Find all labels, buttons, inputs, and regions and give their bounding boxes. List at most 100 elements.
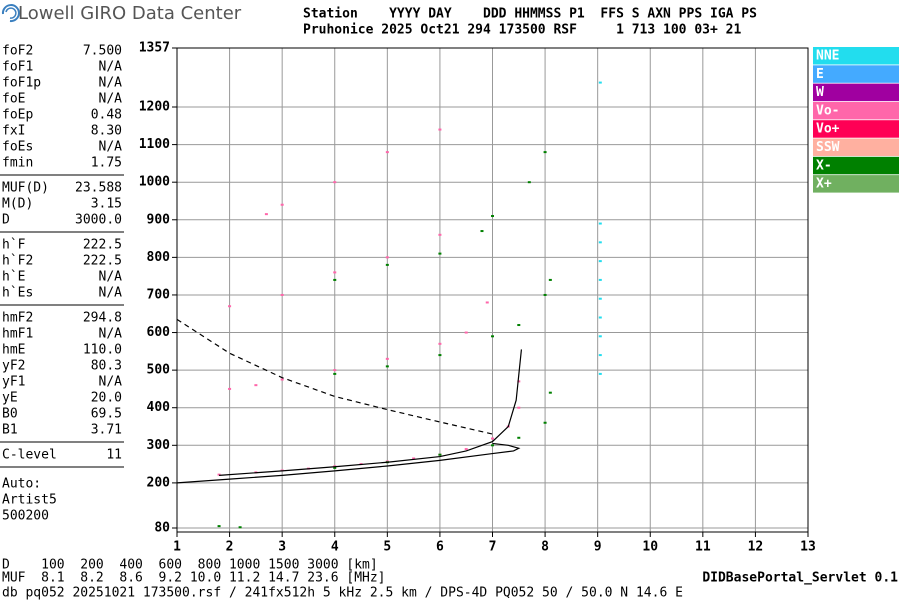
echo-point [543, 421, 547, 424]
param-value: N/A [99, 60, 123, 75]
brand: Lowell GIRO Data Center [18, 3, 242, 24]
echo-point [333, 369, 337, 372]
echo-point [333, 271, 337, 274]
model-curve [219, 349, 523, 476]
header-line: Pruhonice 2025 Oct21 294 173500 RSF 1 71… [303, 23, 741, 38]
param-label: foEs [2, 140, 33, 155]
echo-point [333, 372, 337, 375]
echo-point [517, 406, 521, 409]
echo-point [480, 230, 484, 233]
echo-point [217, 473, 221, 476]
echo-point [280, 378, 284, 381]
echo-point [485, 301, 489, 304]
echo-point [543, 293, 547, 296]
auto-line: 500200 [2, 509, 49, 524]
legend-swatch [813, 156, 899, 175]
param-value: 69.5 [91, 407, 122, 422]
echo-point [491, 437, 494, 440]
x-tick-label: 12 [748, 540, 764, 555]
param-value: 294.8 [83, 311, 122, 326]
echo-point [438, 342, 442, 345]
param-value: N/A [99, 286, 123, 301]
echo-point [598, 335, 602, 338]
echo-point [333, 278, 337, 281]
y-tick-label: 900 [147, 212, 171, 227]
legend-label: X+ [816, 177, 832, 192]
echo-point [491, 444, 494, 447]
y-tick-label: 300 [147, 438, 171, 453]
echo-point [264, 213, 268, 216]
echo-point [517, 324, 521, 327]
auto-line: Artist5 [2, 493, 57, 508]
legend-swatch [813, 138, 899, 156]
echo-point [385, 357, 389, 360]
servlet: DIDBasePortal_Servlet 0.1 [702, 571, 898, 586]
y-tick-label: 400 [147, 400, 171, 415]
echo-point [548, 391, 552, 394]
param-label: h`Es [2, 286, 33, 301]
param-label: D [2, 213, 10, 228]
echo-point [438, 128, 442, 131]
echo-point [238, 526, 242, 529]
y-tick-label: 1100 [139, 137, 170, 152]
x-tick-label: 5 [383, 540, 391, 555]
param-label: hmF1 [2, 327, 33, 342]
x-tick-label: 13 [800, 540, 816, 555]
x-tick-label: 2 [226, 540, 234, 555]
param-value: 3.15 [91, 197, 122, 212]
echo-point [333, 466, 337, 469]
y-tick-label: 800 [147, 250, 171, 265]
param-label: MUF(D) [2, 181, 49, 196]
footer-line: D 100 200 400 600 800 1000 1500 3000 [km… [2, 558, 378, 573]
param-label: yF1 [2, 375, 25, 390]
echo-point [598, 372, 602, 375]
echo-point [491, 215, 494, 218]
param-value: 3.71 [91, 423, 122, 438]
param-label: yE [2, 391, 18, 406]
echo-point [598, 297, 602, 300]
param-value: 0.48 [91, 108, 122, 123]
param-value: N/A [99, 92, 123, 107]
param-label: h`F2 [2, 254, 33, 269]
footer-line: MUF 8.1 8.2 8.6 9.2 10.0 11.2 14.7 23.6 … [2, 571, 386, 586]
param-value: 222.5 [83, 238, 122, 253]
param-label: fxI [2, 124, 25, 139]
x-tick-label: 3 [278, 540, 286, 555]
y-tick-label: 1200 [139, 100, 170, 115]
param-value: 8.30 [91, 124, 122, 139]
param-label: hmE [2, 343, 25, 358]
x-tick-label: 11 [695, 540, 711, 555]
param-value: N/A [99, 140, 123, 155]
echo-point [385, 365, 389, 368]
echo-point [228, 305, 232, 308]
param-value: N/A [99, 375, 123, 390]
echo-point [598, 316, 602, 319]
echo-point [598, 241, 602, 244]
legend-swatch [813, 83, 899, 102]
legend-swatch [813, 101, 899, 120]
echo-point [598, 278, 602, 281]
logo [1, 4, 20, 23]
y-tick-label: 500 [147, 363, 171, 378]
legend-label: E [816, 67, 824, 82]
echo-point [598, 81, 602, 84]
param-value: 1.75 [91, 156, 122, 171]
legend-label: X- [816, 158, 832, 173]
param-value: N/A [99, 270, 123, 285]
echo-point [438, 233, 442, 236]
echo-point [517, 380, 521, 383]
param-label: foEp [2, 108, 33, 123]
param-value: N/A [99, 327, 123, 342]
param-label: C-level [2, 448, 57, 463]
legend-swatch [813, 120, 899, 138]
echo-point [217, 525, 221, 528]
plot-frame [176, 47, 809, 533]
param-value: 110.0 [83, 343, 122, 358]
model-curve [176, 442, 521, 484]
echo-point [385, 256, 389, 259]
param-value: 3000.0 [75, 213, 122, 228]
param-label: B1 [2, 423, 18, 438]
param-value: 7.500 [83, 44, 122, 59]
echo-point [438, 453, 442, 456]
